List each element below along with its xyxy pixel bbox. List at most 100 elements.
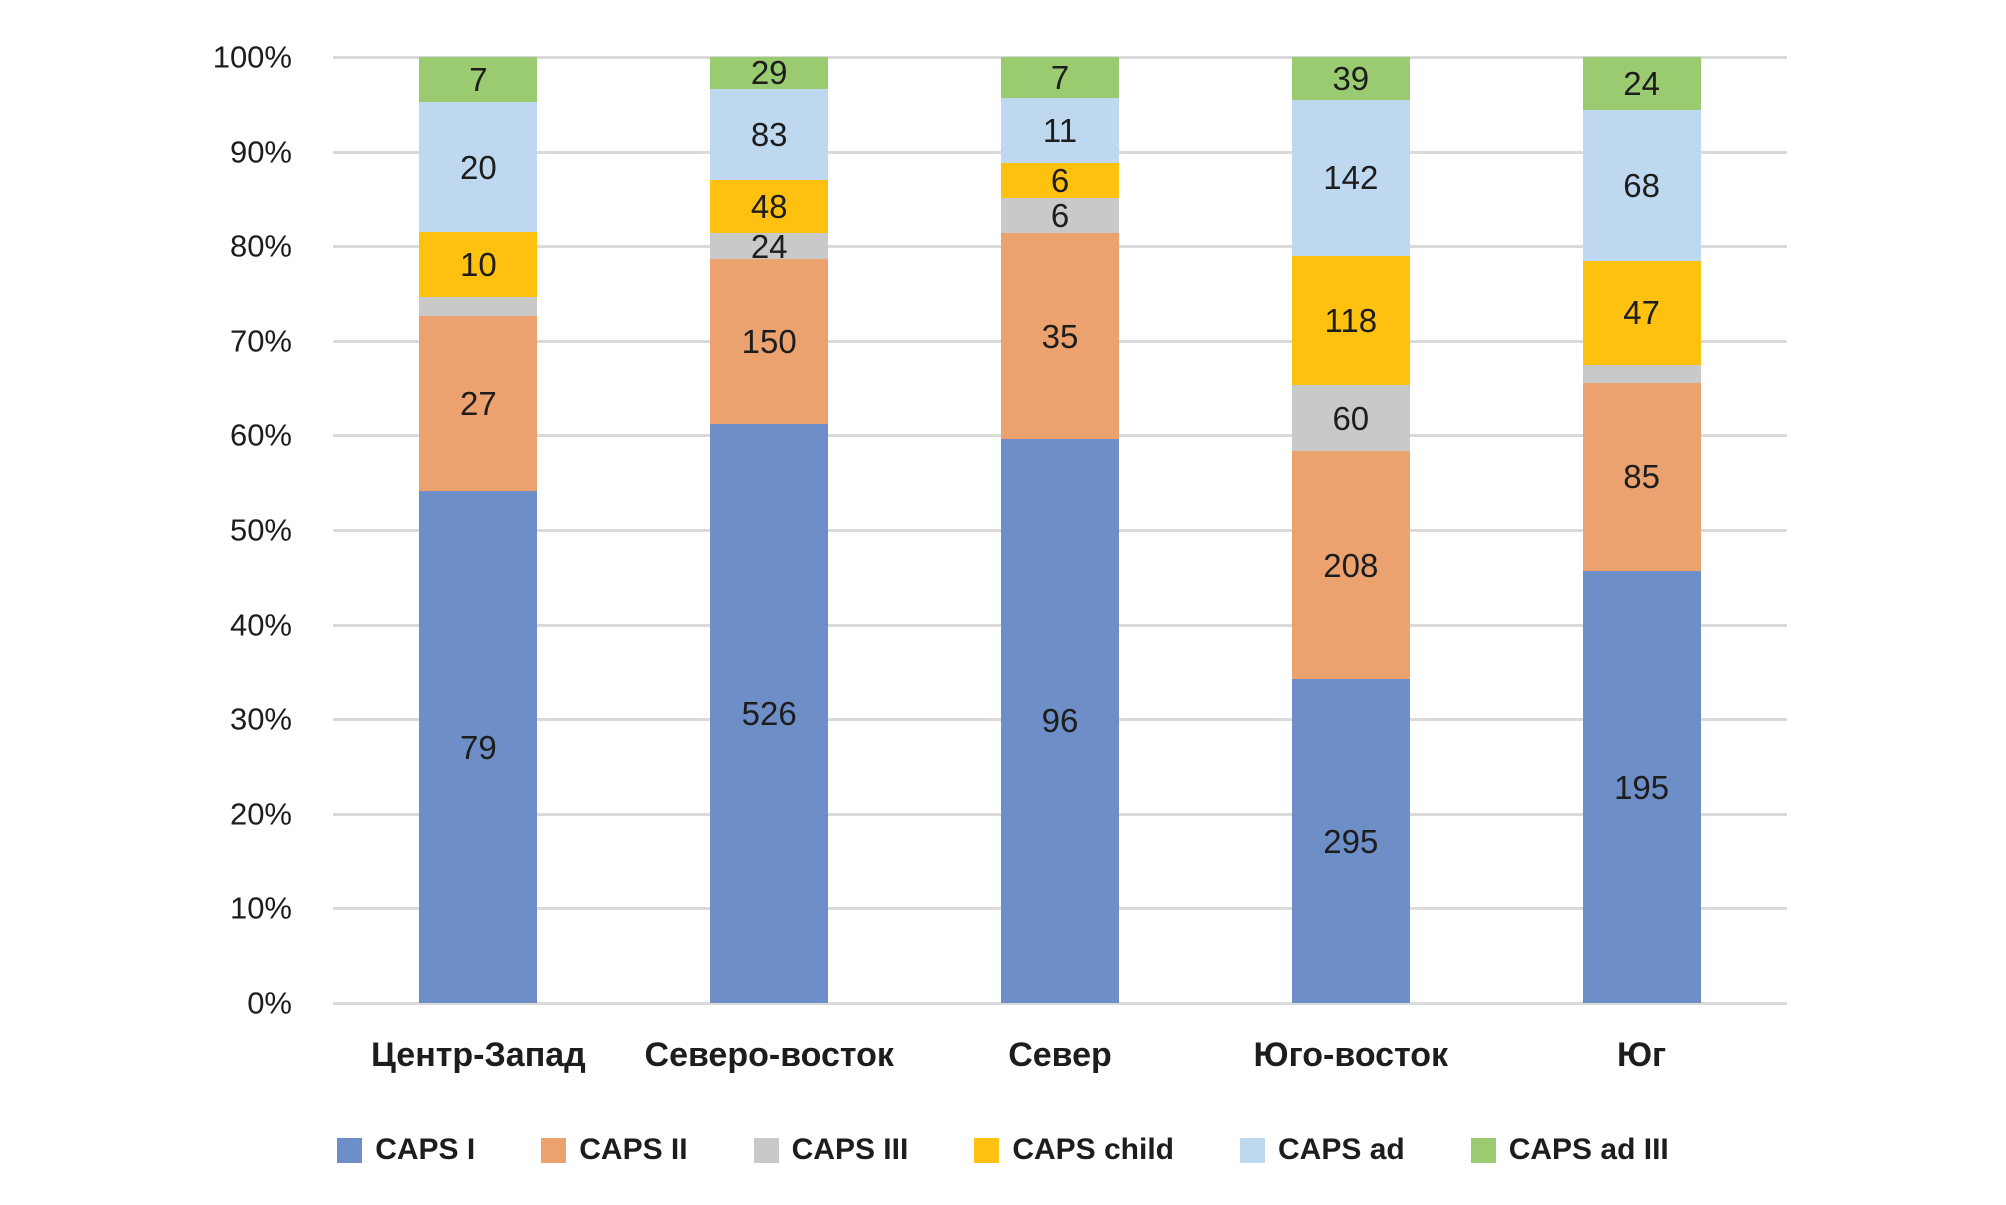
bar-2: 526 150 24 48 83 29 [710, 54, 829, 1003]
bar-value-label: 79 [460, 728, 497, 766]
bar-4: 295 208 60 118 142 39 [1291, 57, 1410, 1003]
bar-value-label: 83 [750, 116, 788, 154]
bar-value-label: 6 [1050, 161, 1070, 199]
y-axis-tick-label: 60% [229, 417, 292, 453]
bar-value-label: 150 [741, 323, 797, 361]
legend-label: CAPS III [791, 1133, 909, 1166]
y-axis-tick-label: 10% [229, 890, 292, 926]
bar-value-label: 29 [750, 54, 788, 92]
x-axis-category-label: Север [1008, 1036, 1112, 1074]
legend-label: CAPS ad [1278, 1133, 1405, 1166]
y-axis-tick-label: 0% [247, 985, 292, 1021]
bar-value-label: 60 [1332, 399, 1370, 437]
bar-value-label: 85 [1623, 458, 1660, 496]
bar-segment: 150 [710, 259, 829, 425]
legend-swatch-icon [753, 1137, 779, 1163]
y-axis-tick-label: 80% [229, 228, 292, 264]
legend-item-caps-iii: CAPS III [753, 1133, 909, 1166]
bar-value-label: 20 [460, 148, 497, 186]
legend-swatch-icon [974, 1137, 1000, 1163]
legend-item-caps-ii: CAPS II [541, 1133, 688, 1166]
bar-value-label: 195 [1614, 768, 1670, 806]
bar-segment: 35 [1001, 233, 1119, 439]
bar-segment: 83 [710, 88, 829, 181]
x-axis-category-label: Юг [1616, 1036, 1667, 1074]
legend-item-caps-i: CAPS I [337, 1135, 475, 1165]
legend: CAPS I CAPS II CAPS III CAPS child CAPS ad CA… [0, 1135, 2006, 1165]
bar-value-label: 7 [1050, 59, 1070, 97]
bar-segment: 24 [1582, 57, 1701, 111]
bar-value-label: 11 [1042, 111, 1078, 149]
bar-segment: 10 [419, 231, 538, 297]
bar-segment: 27 [419, 316, 538, 492]
bar-segment: 295 [1291, 679, 1410, 1003]
y-axis: 0% 10% 20% 30% 40% 50% 60% 70% 80% 90% 100% [0, 42, 292, 1019]
bar-segment: 195 [1582, 571, 1701, 1003]
legend-item-caps-child: CAPS child [974, 1135, 1174, 1165]
bar-value-label: 118 [1324, 301, 1378, 339]
bar-value-label: 6 [1050, 197, 1070, 235]
bar-segment: 29 [710, 54, 829, 92]
bar-segment: 20 [419, 102, 538, 232]
legend-item-caps-ad-iii: CAPS ad III [1470, 1133, 1669, 1166]
bar-segment: 96 [1001, 438, 1119, 1003]
bar-segment: 79 [419, 491, 538, 1003]
legend-label: CAPS I [375, 1133, 476, 1166]
bar-value-label: 526 [741, 695, 797, 733]
y-axis-tick-label: 30% [229, 701, 292, 737]
legend-label: CAPS child [1012, 1133, 1175, 1166]
bar-segment: 7 [419, 57, 538, 103]
gridline [333, 1002, 1787, 1005]
bar-segment: 24 [710, 230, 829, 263]
bar-segment: 526 [710, 424, 829, 1003]
x-axis: Центр-Запад Северо-восток Север Юго-восток Ю… [333, 1038, 1787, 1088]
bar-value-label: 24 [750, 227, 788, 265]
x-axis-category-label: Юго-восток [1253, 1036, 1449, 1074]
bar-1: 79 27 10 20 7 [419, 57, 538, 1003]
bar-segment: 60 [1291, 385, 1410, 451]
bar-value-label: 7 [469, 61, 488, 99]
bar-segment: 7 [1001, 57, 1119, 99]
bar-value-label: 68 [1623, 167, 1660, 204]
legend-label: CAPS II [579, 1133, 688, 1166]
y-axis-tick-label: 100% [212, 39, 292, 75]
plot-area: 79 27 10 20 7 526 150 24 48 83 29 96 35 6 6 11 7 295 208 60… [333, 54, 1787, 1005]
bar-3: 96 35 6 6 11 7 [1001, 57, 1119, 1003]
y-axis-tick-label: 90% [229, 134, 292, 170]
bar-segment: 208 [1291, 451, 1410, 680]
bar-value-label: 295 [1323, 822, 1379, 860]
legend-item-caps-ad: CAPS ad [1240, 1135, 1405, 1165]
legend-label: CAPS ad III [1508, 1133, 1669, 1166]
bar-value-label: 47 [1623, 294, 1660, 332]
bar-segment: 68 [1582, 110, 1701, 261]
bar-segment: 142 [1291, 99, 1410, 256]
bar-value-label: 96 [1041, 702, 1079, 740]
bar-value-label: 27 [460, 385, 497, 423]
y-axis-tick-label: 50% [229, 512, 292, 548]
bar-segment [419, 296, 538, 317]
legend-swatch-icon [1240, 1137, 1266, 1163]
bar-segment [1582, 364, 1701, 383]
bar-value-label: 39 [1332, 59, 1370, 97]
bar-5: 195 85 47 68 24 [1582, 57, 1701, 1003]
bar-segment: 48 [710, 180, 829, 233]
legend-swatch-icon [1470, 1137, 1496, 1163]
bar-value-label: 208 [1323, 546, 1379, 584]
x-axis-category-label: Северо-восток [644, 1036, 894, 1074]
bar-segment: 39 [1291, 57, 1410, 100]
legend-swatch-icon [541, 1137, 567, 1163]
x-axis-category-label: Центр-Запад [371, 1036, 586, 1074]
bar-segment: 118 [1291, 255, 1410, 386]
bar-segment: 6 [1001, 161, 1119, 199]
bar-value-label: 24 [1623, 65, 1660, 103]
y-axis-tick-label: 70% [229, 323, 292, 359]
y-axis-tick-label: 40% [229, 607, 292, 643]
y-axis-tick-label: 20% [229, 796, 292, 832]
bar-segment: 47 [1582, 260, 1701, 365]
bar-value-label: 142 [1323, 159, 1379, 197]
bar-segment: 11 [1001, 98, 1119, 163]
bar-value-label: 48 [750, 188, 788, 226]
bar-segment: 85 [1582, 382, 1701, 571]
bar-segment: 6 [1001, 197, 1119, 235]
